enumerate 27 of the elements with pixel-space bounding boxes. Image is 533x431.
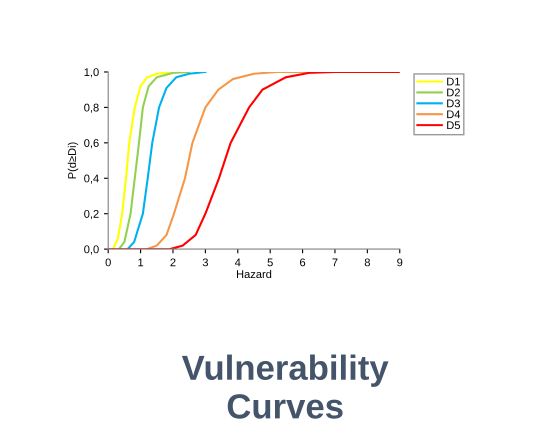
y-tick-label: 0,8 [84, 104, 99, 113]
y-tick-label: 0,6 [84, 139, 99, 148]
x-tick-label: 1 [138, 258, 144, 266]
x-tick-label: 0 [106, 258, 111, 266]
line-series [126, 72, 206, 250]
x-tick-label: 3 [202, 258, 208, 266]
legend-label: D2 [447, 88, 460, 96]
legend-label: D4 [447, 110, 460, 118]
y-tick-label: 0,4 [84, 174, 99, 184]
x-axis-title: Hazard [236, 270, 272, 278]
legend-label: D3 [447, 99, 460, 108]
x-tick-label: 2 [170, 258, 176, 266]
text: Vulnerability Curves [182, 354, 389, 419]
legend-label: D5 [447, 121, 460, 130]
x-tick-label: 6 [300, 258, 306, 266]
line-series [112, 72, 174, 250]
x-tick-label: 8 [364, 258, 370, 266]
x-tick-label: 7 [332, 258, 338, 266]
x-tick-label: 9 [397, 258, 402, 266]
y-axis-title: P(d≥Di) [68, 142, 78, 178]
y-tick-label: 0,2 [84, 210, 99, 220]
x-tick-label: 4 [234, 258, 241, 266]
line-series [118, 72, 190, 250]
x-tick-label: 5 [268, 258, 273, 266]
y-tick-label: 0,0 [84, 245, 99, 255]
legend-label: D1 [447, 78, 460, 86]
y-tick-label: 1,0 [84, 68, 99, 78]
